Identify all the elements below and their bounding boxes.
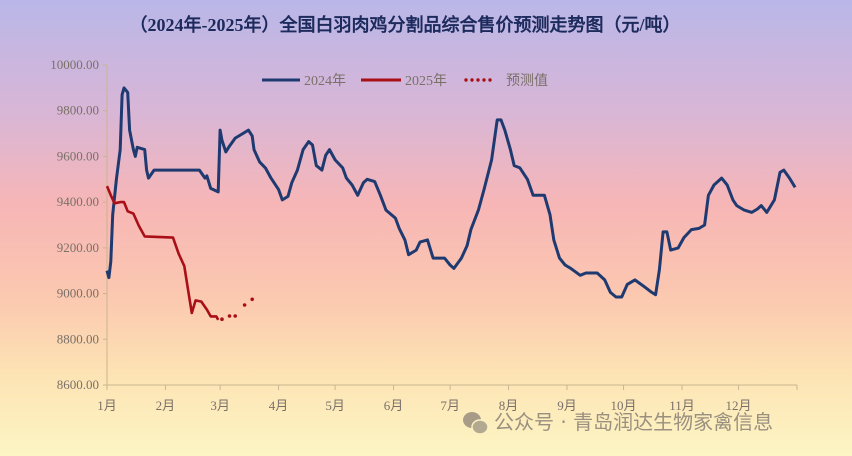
forecast-point bbox=[250, 297, 254, 302]
legend-label-2024: 2024年 bbox=[304, 73, 346, 89]
plot-area bbox=[105, 86, 797, 322]
y-tick-label: 9400.00 bbox=[57, 194, 99, 209]
y-tick-label: 10000.00 bbox=[50, 57, 99, 72]
legend-swatch-forecast-dot bbox=[476, 78, 480, 82]
legend-label-2025: 2025年 bbox=[405, 73, 447, 89]
legend-swatch-forecast-dot bbox=[464, 78, 468, 82]
forecast-point bbox=[220, 317, 224, 322]
x-tick-label: 8月 bbox=[499, 398, 519, 413]
watermark: 公众号 · 青岛润达生物家禽信息 bbox=[463, 410, 773, 435]
x-tick-label: 5月 bbox=[325, 398, 345, 413]
x-tick-label: 7月 bbox=[440, 398, 460, 413]
y-tick-label: 9200.00 bbox=[57, 240, 99, 255]
series-line-2025 bbox=[105, 185, 220, 321]
series-line-2024 bbox=[105, 86, 797, 299]
y-tick-label: 8600.00 bbox=[57, 377, 99, 392]
legend-swatch-forecast-dot bbox=[482, 78, 486, 82]
y-tick-label: 8800.00 bbox=[57, 331, 99, 346]
x-tick-label: 9月 bbox=[557, 398, 577, 413]
axes: 8600.00 8800.00 9000.00 9200.00 9400.00 9600.… bbox=[50, 57, 798, 413]
x-tick-label: 6月 bbox=[384, 398, 404, 413]
x-tick-label: 10月 bbox=[611, 398, 637, 413]
y-tick-label: 9600.00 bbox=[57, 148, 99, 163]
wechat-icon bbox=[463, 412, 489, 435]
x-tick-label: 11月 bbox=[669, 398, 695, 413]
x-tick-label: 12月 bbox=[726, 398, 752, 413]
legend-swatch-forecast-dot bbox=[470, 78, 474, 82]
forecast-point bbox=[242, 303, 247, 307]
legend-label-forecast: 预测值 bbox=[506, 73, 548, 89]
x-tick-label: 4月 bbox=[269, 398, 289, 413]
y-tick-label: 9000.00 bbox=[57, 286, 99, 301]
x-tick-label: 2月 bbox=[156, 398, 176, 413]
watermark-text: 公众号 · 青岛润达生物家禽信息 bbox=[494, 410, 773, 434]
legend: 2024年 2025年 预测值 bbox=[262, 73, 548, 89]
chart-title: （2024年-2025年）全国白羽肉鸡分割品综合售价预测走势图（元/吨） bbox=[130, 14, 681, 35]
forecast-point bbox=[227, 314, 232, 318]
forecast-point bbox=[233, 314, 237, 318]
y-tick-label: 9800.00 bbox=[57, 103, 99, 118]
x-tick-label: 3月 bbox=[210, 398, 230, 413]
x-tick-label: 1月 bbox=[97, 398, 117, 413]
legend-swatch-forecast-dot bbox=[488, 78, 492, 82]
